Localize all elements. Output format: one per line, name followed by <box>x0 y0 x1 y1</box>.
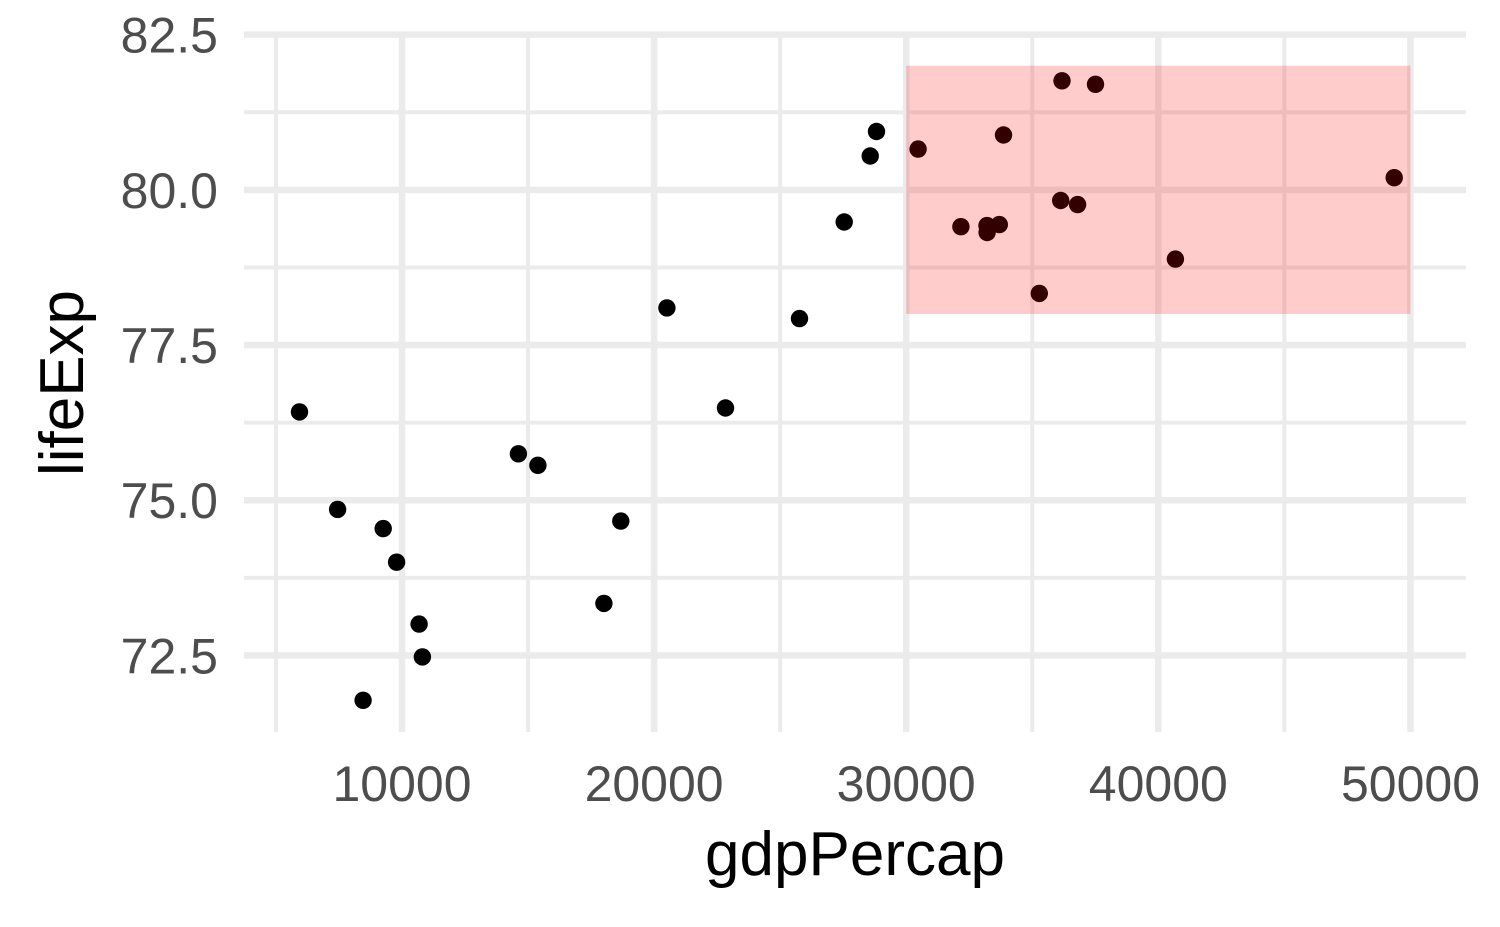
data-point <box>658 299 676 317</box>
data-point <box>354 691 372 709</box>
data-point <box>595 594 613 613</box>
y-tick-label: 80.0 <box>121 163 218 219</box>
x-axis-title: gdpPercap <box>705 820 1005 889</box>
y-tick-label: 72.5 <box>121 628 218 684</box>
data-point <box>978 216 996 235</box>
x-tick-label: 10000 <box>332 756 471 812</box>
data-point <box>328 500 347 519</box>
data-point <box>374 519 392 538</box>
data-point <box>1030 284 1049 303</box>
axis-layer: 10000 20000 30000 40000 50000 72.5 75.0 77.5 80.… <box>121 8 1480 812</box>
data-point <box>387 553 406 571</box>
data-point <box>1053 72 1071 90</box>
data-point <box>867 122 886 141</box>
data-point <box>1385 169 1403 187</box>
data-point <box>1068 195 1087 214</box>
highlight-rect-annotation <box>906 65 1411 314</box>
data-point <box>410 615 428 633</box>
data-point <box>861 147 879 165</box>
y-axis-title: lifeExp <box>28 290 97 476</box>
x-tick-label: 40000 <box>1089 756 1228 812</box>
annotation-layer <box>906 65 1411 314</box>
data-point <box>790 309 809 328</box>
y-tick-label: 77.5 <box>121 318 218 374</box>
data-point <box>994 126 1013 144</box>
grid-layer <box>244 31 1466 732</box>
data-point <box>413 648 432 666</box>
data-point <box>952 218 970 236</box>
data-point <box>290 403 309 421</box>
data-point <box>1086 75 1105 94</box>
data-point <box>612 512 630 530</box>
x-tick-label: 20000 <box>585 756 724 812</box>
y-tick-label: 82.5 <box>121 8 218 64</box>
data-point <box>716 399 735 417</box>
data-point <box>835 213 853 231</box>
x-tick-label: 30000 <box>837 756 976 812</box>
y-tick-label: 75.0 <box>121 473 218 529</box>
data-point <box>509 445 528 463</box>
data-point <box>909 140 927 158</box>
data-point <box>1052 191 1070 210</box>
x-tick-label: 50000 <box>1341 756 1480 812</box>
points-layer <box>290 72 1403 709</box>
data-point <box>529 456 547 474</box>
data-point <box>1166 250 1185 268</box>
